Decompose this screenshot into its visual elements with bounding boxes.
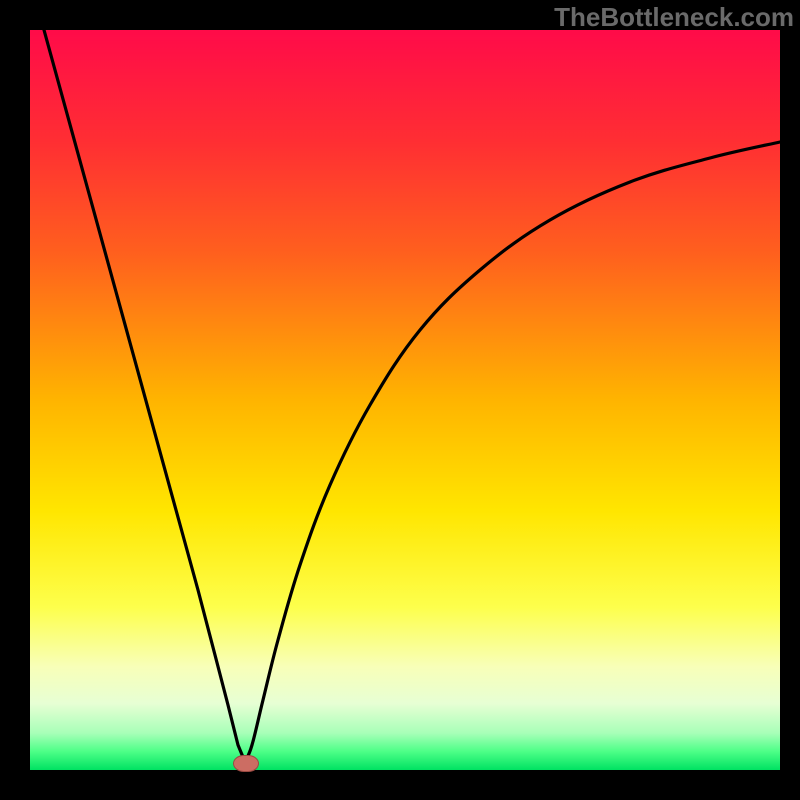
minimum-point-marker — [233, 755, 259, 772]
chart-container: TheBottleneck.com — [0, 0, 800, 800]
watermark-text: TheBottleneck.com — [554, 2, 794, 33]
bottleneck-curve-svg — [0, 0, 800, 800]
bottleneck-curve — [44, 30, 780, 762]
